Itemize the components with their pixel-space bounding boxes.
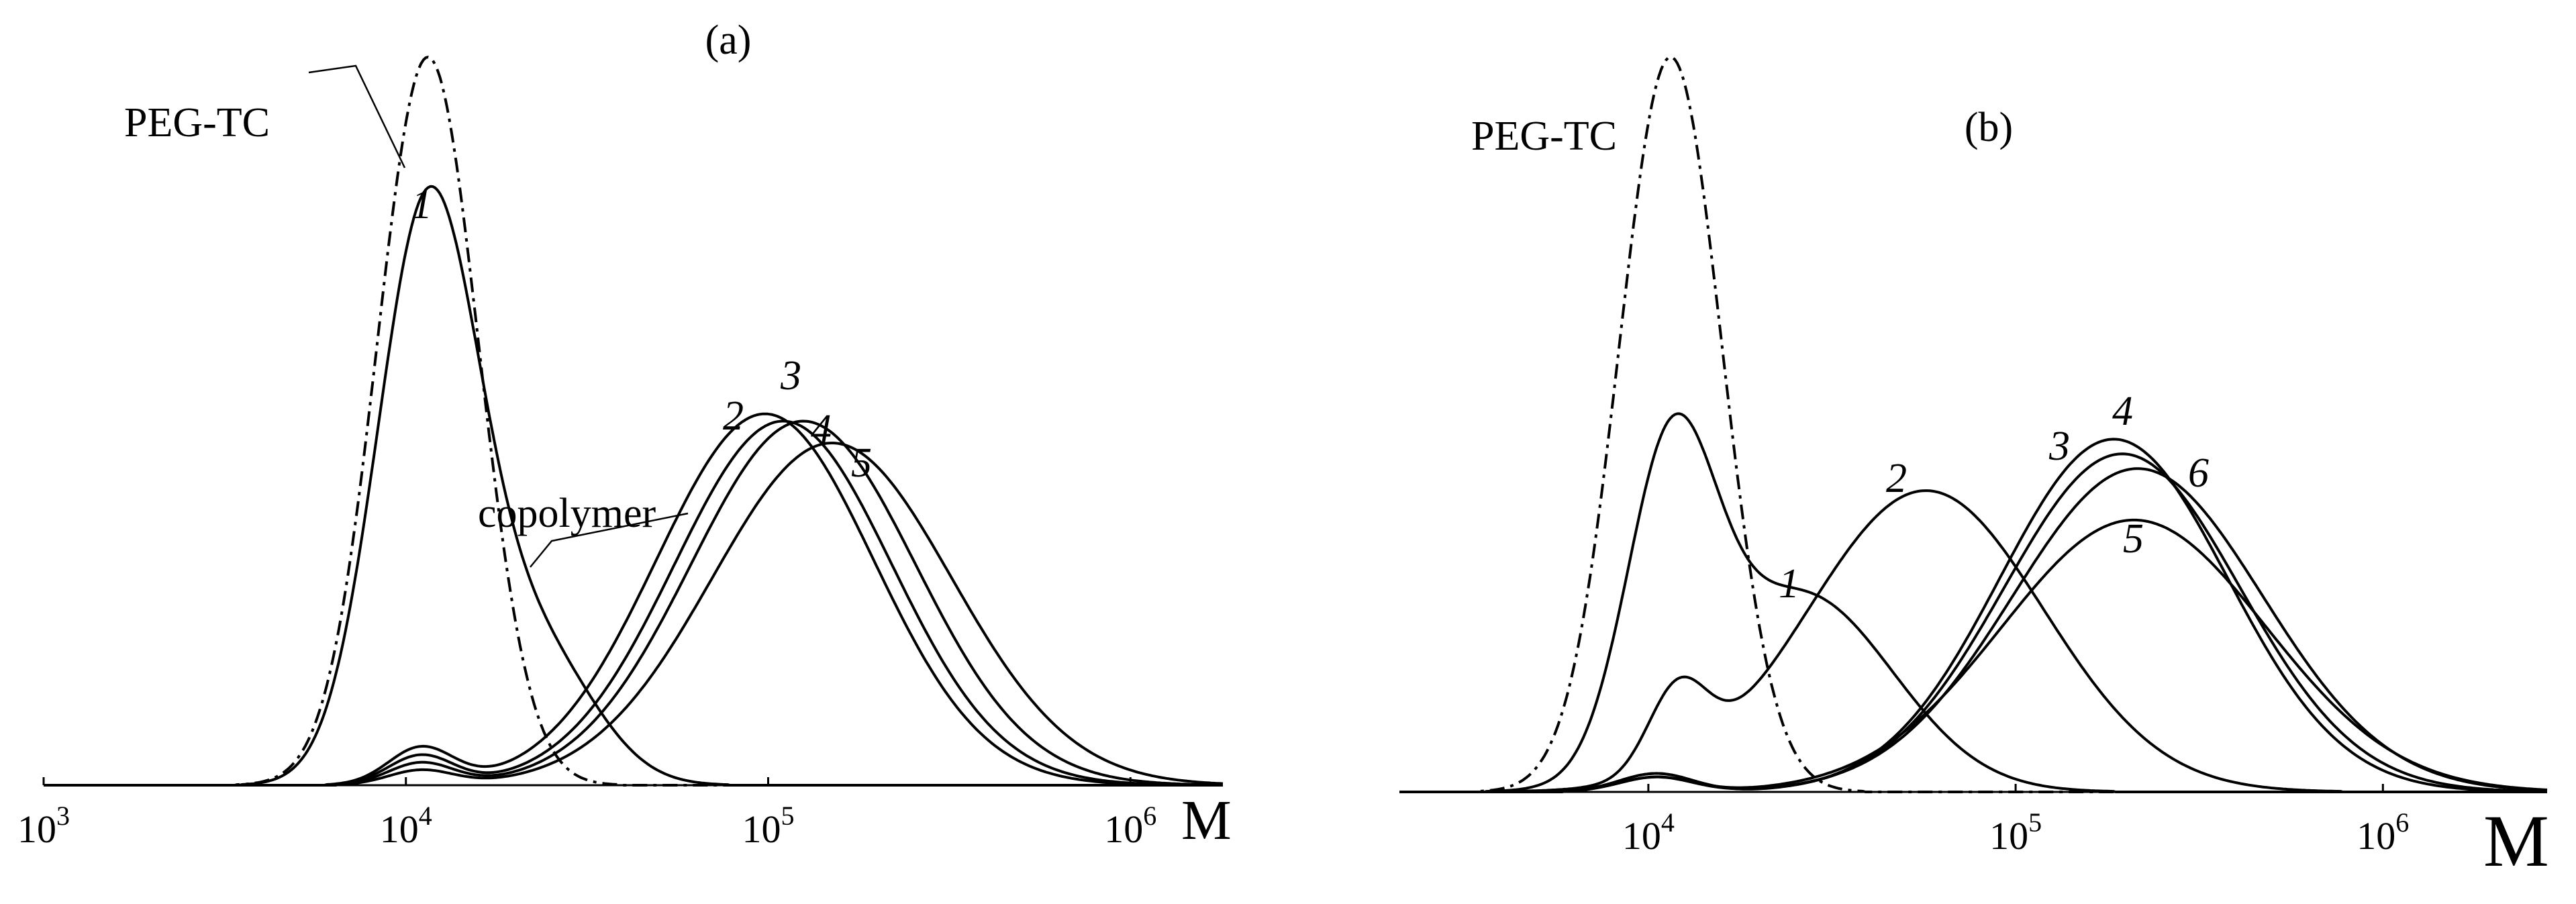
panel-a: (a) M 103 104 105 106 PEG-TC copolymer 1 2 …	[17, 17, 1232, 852]
panel-b-curve-1-label: 1	[1779, 561, 1799, 607]
panel-b-tick-label-4: 104	[1622, 807, 1675, 858]
panel-a-ticks: 103 104 105 106	[17, 777, 1156, 851]
panel-a-series-peg-tc	[44, 56, 1223, 787]
panel-a-series-3	[44, 419, 1223, 787]
panel-a-tick-label-4: 104	[380, 801, 432, 851]
panel-b-curve-6-label: 6	[2188, 450, 2209, 496]
panel-a-x-axis-label: M	[1181, 789, 1232, 852]
panel-a-copolymer-leader	[530, 512, 689, 568]
panel-b-curve-3-label: 3	[2048, 423, 2070, 469]
panel-b-x-axis-label: M	[2483, 800, 2549, 882]
panel-a-copolymer-label: copolymer	[478, 491, 656, 536]
panel-a-curve-3-label: 3	[780, 353, 801, 399]
panel-b-curve-2-label: 2	[1886, 456, 1907, 501]
panel-a-peg-tc-leader	[308, 64, 406, 168]
panel-b-curve-4-label: 4	[2112, 389, 2133, 434]
panel-b-curves	[1399, 56, 2548, 793]
panel-a-tick-label-6: 106	[1104, 801, 1156, 851]
panel-b-series-1	[1399, 412, 2547, 793]
panel-b-tick-label-5: 105	[1989, 807, 2042, 858]
panel-a-series-2	[44, 412, 1223, 787]
panel-b: (b) M 104 105 106 PEG-TC 1 2 3 4 5 6	[1399, 56, 2549, 882]
panel-b-peg-tc-label: PEG-TC	[1471, 113, 1617, 159]
panel-a-curve-5-label: 5	[851, 440, 872, 486]
panel-a-curve-1-label: 1	[411, 182, 432, 228]
panel-b-title: (b)	[1965, 105, 2013, 150]
panel-a-peg-tc-label: PEG-TC	[124, 100, 270, 146]
panel-b-curve-5-label: 5	[2123, 516, 2144, 562]
panel-b-ticks: 104 105 106	[1622, 784, 2409, 858]
panel-a-series-1	[44, 185, 1223, 787]
panel-a-series-5	[44, 442, 1224, 787]
panel-b-series-6	[1399, 467, 2548, 793]
panel-b-tick-label-6: 106	[2357, 807, 2409, 858]
panel-a-tick-label-3: 103	[17, 801, 70, 851]
panel-a-tick-label-5: 105	[742, 801, 794, 851]
panel-a-curve-2-label: 2	[723, 393, 744, 439]
panel-b-series-2	[1399, 489, 2547, 793]
panel-a-title: (a)	[705, 17, 752, 63]
panel-a-curves	[44, 56, 1224, 787]
panel-a-series-4	[44, 419, 1223, 787]
panel-b-series-peg-tc	[1399, 56, 2547, 793]
panel-a-curve-4-label: 4	[811, 407, 832, 452]
